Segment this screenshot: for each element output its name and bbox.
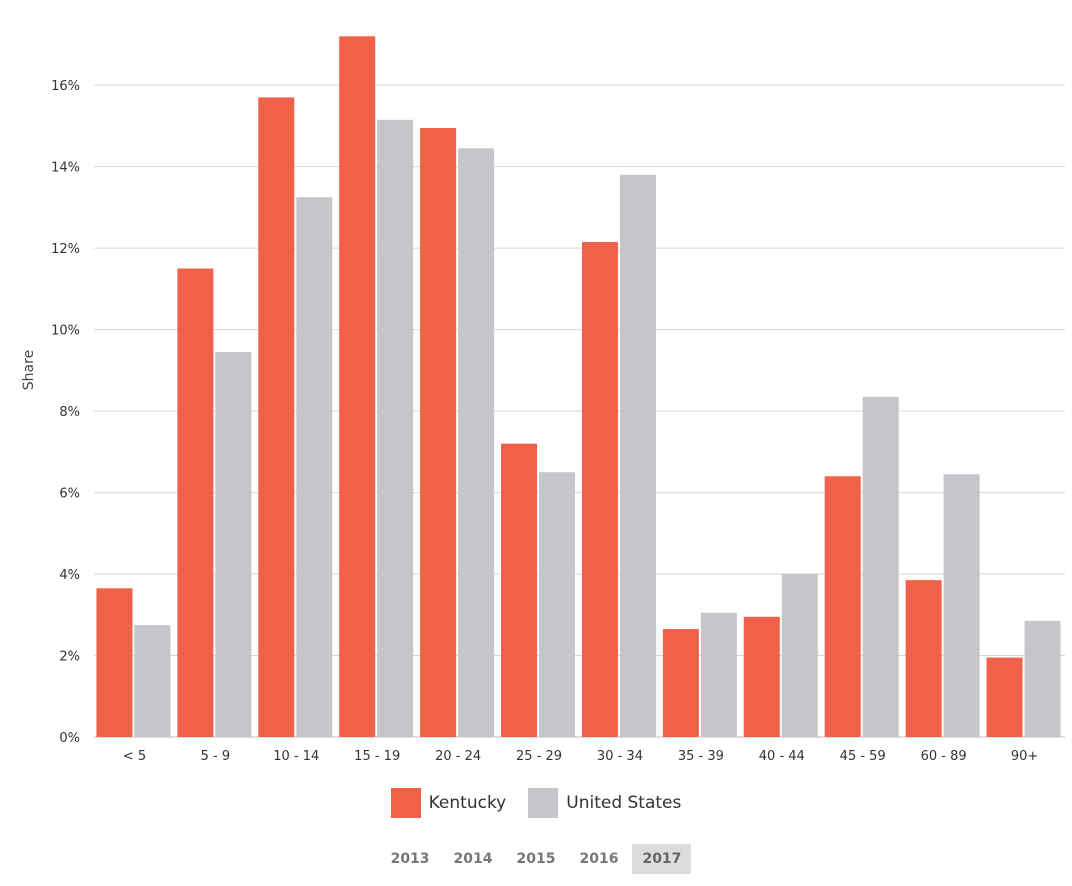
year-button-2015[interactable]: 2015 [516, 851, 556, 867]
y-tick-label: 10% [51, 324, 80, 339]
x-tick-label: 10 - 14 [273, 749, 319, 764]
x-tick-label: 5 - 9 [201, 749, 231, 764]
bar-kentucky [258, 97, 295, 737]
legend: Kentucky United States [0, 788, 1072, 818]
x-tick-label: 20 - 24 [435, 749, 481, 764]
bar-united-states [539, 472, 576, 737]
legend-label-united-states: United States [566, 793, 682, 813]
y-tick-label: 12% [51, 242, 80, 257]
x-tick-label: 45 - 59 [840, 749, 886, 764]
year-button-2017[interactable]: 2017 [632, 844, 692, 874]
bar-kentucky [824, 476, 861, 737]
bar-kentucky [96, 588, 133, 737]
bar-united-states [377, 119, 414, 737]
year-button-2013[interactable]: 2013 [390, 851, 430, 867]
bar-united-states [296, 197, 333, 737]
bar-united-states [1024, 620, 1061, 737]
bar-united-states [700, 612, 737, 737]
bar-united-states [458, 148, 495, 737]
bar-united-states [619, 174, 656, 737]
year-button-2014[interactable]: 2014 [453, 851, 493, 867]
bar-kentucky [420, 127, 457, 737]
bar-kentucky [339, 36, 376, 737]
bar-united-states [862, 396, 899, 737]
y-tick-label: 6% [59, 487, 80, 502]
x-tick-label: 40 - 44 [759, 749, 805, 764]
x-tick-label: 35 - 39 [678, 749, 724, 764]
bar-kentucky [743, 616, 780, 737]
legend-swatch-kentucky [390, 788, 421, 818]
year-button-2016[interactable]: 2016 [579, 851, 619, 867]
bar-kentucky [662, 629, 699, 737]
y-tick-label: 14% [51, 161, 80, 176]
bar-kentucky [501, 443, 538, 737]
y-tick-label: 0% [59, 731, 80, 746]
x-tick-label: 60 - 89 [921, 749, 967, 764]
y-tick-label: 16% [51, 79, 80, 94]
x-tick-label: 25 - 29 [516, 749, 562, 764]
y-tick-label: 8% [59, 405, 80, 420]
bar-chart: 0% 2% 4% 6% 8% 10% 12% 14% 16% Share < 5 5 - 9 10 - … [21, 36, 1065, 764]
bar-united-states [781, 574, 818, 737]
x-tick-label: 15 - 19 [354, 749, 400, 764]
bar-united-states [943, 474, 980, 737]
y-tick-label: 4% [59, 568, 80, 583]
legend-swatch-united-states [528, 788, 559, 818]
bar-kentucky [905, 580, 942, 737]
bar-kentucky [177, 268, 214, 737]
legend-label-kentucky: Kentucky [428, 793, 507, 813]
legend-item-united-states[interactable]: United States [528, 788, 681, 818]
x-tick-label: 30 - 34 [597, 749, 643, 764]
bar-united-states [215, 352, 252, 737]
bar-united-states [134, 624, 171, 737]
y-axis-title: Share [21, 350, 37, 390]
x-tick-label: < 5 [123, 749, 146, 764]
bar-kentucky [581, 242, 618, 737]
y-tick-label: 2% [59, 650, 80, 665]
x-tick-label: 90+ [1011, 749, 1038, 764]
legend-item-kentucky[interactable]: Kentucky [390, 788, 507, 818]
year-selector: 2013 2014 2015 2016 2017 [0, 844, 1072, 874]
bar-kentucky [986, 657, 1023, 737]
